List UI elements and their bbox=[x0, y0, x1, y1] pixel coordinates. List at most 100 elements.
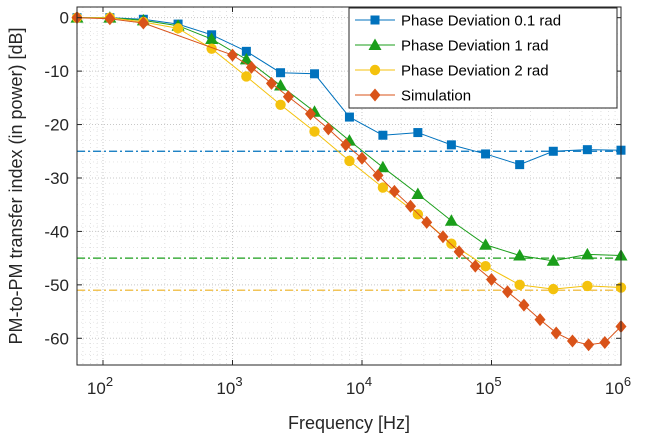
diamond-marker bbox=[550, 326, 562, 340]
square-marker bbox=[413, 128, 423, 138]
legend-box bbox=[348, 7, 618, 109]
x-tick-label: 102 bbox=[87, 374, 113, 398]
triangle-marker bbox=[479, 238, 493, 250]
diamond-marker bbox=[421, 215, 433, 229]
diamond-marker bbox=[599, 336, 611, 350]
square-marker bbox=[582, 145, 592, 155]
x-tick-base: 10 bbox=[216, 379, 235, 398]
square-marker bbox=[481, 149, 491, 159]
legend-item: Simulation bbox=[355, 88, 471, 105]
diamond-marker bbox=[245, 60, 257, 74]
x-tick-label: 103 bbox=[216, 374, 242, 398]
square-marker bbox=[515, 160, 525, 170]
legend-item: Phase Deviation 0.1 rad bbox=[355, 13, 561, 30]
y-tick-label: -30 bbox=[44, 169, 69, 188]
x-tick-base: 10 bbox=[475, 379, 494, 398]
x-tick-exponent: 2 bbox=[106, 374, 113, 389]
circle-marker bbox=[412, 209, 424, 220]
diamond-marker bbox=[356, 151, 368, 165]
y-axis-label: PM-to-PM transfer index (in power) [dB] bbox=[6, 27, 26, 344]
legend: Phase Deviation 0.1 rad Phase Deviation 1… bbox=[348, 7, 618, 109]
square-marker bbox=[344, 112, 354, 122]
triangle-marker bbox=[411, 187, 425, 200]
diamond-marker bbox=[437, 230, 449, 244]
diamond-marker bbox=[104, 12, 116, 26]
square-marker bbox=[446, 140, 456, 150]
x-tick-base: 10 bbox=[346, 379, 365, 398]
circle-marker bbox=[548, 283, 559, 295]
legend-label: Simulation bbox=[401, 88, 471, 105]
triangle-marker bbox=[546, 254, 560, 266]
x-tick-exponent: 6 bbox=[624, 374, 631, 389]
diamond-marker bbox=[502, 285, 514, 299]
x-tick-exponent: 3 bbox=[235, 374, 242, 389]
y-tick-label: -50 bbox=[44, 276, 69, 295]
legend-label: Phase Deviation 2 rad bbox=[401, 63, 549, 80]
triangle-marker bbox=[513, 248, 527, 261]
diamond-marker bbox=[226, 48, 238, 62]
y-tick-label: -40 bbox=[44, 222, 69, 241]
diamond-marker bbox=[282, 90, 294, 104]
circle-marker bbox=[275, 99, 286, 110]
series-4 bbox=[71, 11, 627, 352]
circle-marker bbox=[582, 280, 593, 292]
triangle-marker bbox=[368, 38, 382, 50]
legend-label: Phase Deviation 1 rad bbox=[401, 38, 549, 55]
x-tick-exponent: 4 bbox=[365, 374, 372, 389]
diamond-marker bbox=[304, 107, 316, 121]
circle-marker bbox=[309, 126, 320, 137]
diamond-marker bbox=[372, 168, 384, 182]
diamond-marker bbox=[583, 338, 595, 352]
diamond-marker bbox=[469, 259, 481, 273]
legend-label: Phase Deviation 0.1 rad bbox=[401, 13, 561, 30]
triangle-marker bbox=[376, 160, 390, 173]
diamond-marker bbox=[453, 245, 465, 259]
square-marker bbox=[370, 15, 380, 25]
square-marker bbox=[241, 46, 251, 56]
legend-item: Phase Deviation 2 rad bbox=[355, 63, 549, 80]
circle-marker bbox=[206, 43, 217, 54]
plot-frame bbox=[76, 6, 622, 366]
x-tick-label: 104 bbox=[346, 374, 372, 398]
diamond-marker bbox=[485, 273, 497, 287]
y-tick-label: -60 bbox=[44, 329, 69, 348]
circle-marker bbox=[514, 279, 525, 291]
y-tick-label: -10 bbox=[44, 62, 69, 81]
triangle-marker bbox=[580, 247, 594, 260]
x-tick-label: 105 bbox=[475, 374, 501, 398]
diamond-marker bbox=[388, 184, 400, 198]
diamond-marker bbox=[518, 298, 530, 312]
circle-marker bbox=[369, 64, 381, 76]
square-marker bbox=[276, 68, 286, 78]
square-marker bbox=[310, 69, 320, 79]
diamond-marker bbox=[534, 313, 546, 327]
y-tick-label: -20 bbox=[44, 116, 69, 135]
x-tick-label: 106 bbox=[605, 374, 631, 398]
circle-marker bbox=[480, 260, 491, 272]
diamond-marker bbox=[566, 334, 578, 348]
circle-marker bbox=[344, 155, 355, 167]
diamond-marker bbox=[369, 88, 381, 102]
data-series bbox=[70, 11, 628, 352]
diamond-marker bbox=[340, 138, 352, 152]
circle-marker bbox=[377, 182, 389, 193]
x-axis-label: Frequency [Hz] bbox=[288, 413, 410, 433]
triangle-marker bbox=[205, 32, 219, 45]
diamond-marker bbox=[265, 76, 277, 90]
x-tick-exponent: 5 bbox=[494, 374, 501, 389]
triangle-marker bbox=[444, 214, 458, 226]
x-tick-base: 10 bbox=[87, 379, 106, 398]
square-marker bbox=[548, 146, 558, 156]
diamond-marker bbox=[322, 122, 334, 136]
legend-item: Phase Deviation 1 rad bbox=[355, 38, 549, 55]
reference-lines bbox=[77, 150, 621, 291]
diamond-marker bbox=[405, 199, 417, 213]
square-marker bbox=[378, 130, 388, 140]
circle-marker bbox=[241, 71, 252, 82]
x-tick-base: 10 bbox=[605, 379, 624, 398]
diamond-marker bbox=[137, 16, 149, 30]
circle-marker bbox=[172, 23, 184, 34]
y-tick-label: 0 bbox=[60, 9, 69, 28]
